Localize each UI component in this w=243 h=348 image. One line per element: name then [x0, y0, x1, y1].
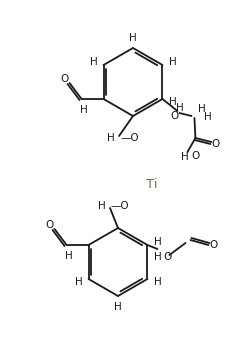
Text: H: H: [154, 237, 161, 247]
Text: H: H: [154, 277, 161, 287]
Text: H: H: [169, 57, 176, 67]
Text: —O: —O: [110, 201, 129, 211]
Text: H: H: [181, 152, 188, 162]
Text: O: O: [45, 220, 54, 230]
Text: H: H: [129, 33, 137, 43]
Text: H: H: [198, 104, 205, 114]
Text: H: H: [65, 251, 72, 261]
Text: H: H: [154, 252, 161, 262]
Text: H: H: [80, 105, 87, 115]
Text: O: O: [191, 151, 200, 161]
Text: O: O: [164, 252, 172, 262]
Text: H: H: [90, 57, 97, 67]
Text: —O: —O: [120, 133, 139, 143]
Text: H: H: [176, 103, 183, 113]
Text: O: O: [209, 240, 217, 250]
Text: O: O: [61, 74, 69, 84]
Text: H: H: [75, 277, 82, 287]
Text: Ti: Ti: [146, 179, 158, 191]
Text: H: H: [169, 97, 176, 107]
Text: O: O: [211, 139, 220, 149]
Text: H: H: [98, 201, 106, 211]
Text: H: H: [107, 133, 115, 143]
Text: H: H: [114, 302, 122, 312]
Text: H: H: [204, 112, 211, 122]
Text: O: O: [170, 111, 179, 121]
